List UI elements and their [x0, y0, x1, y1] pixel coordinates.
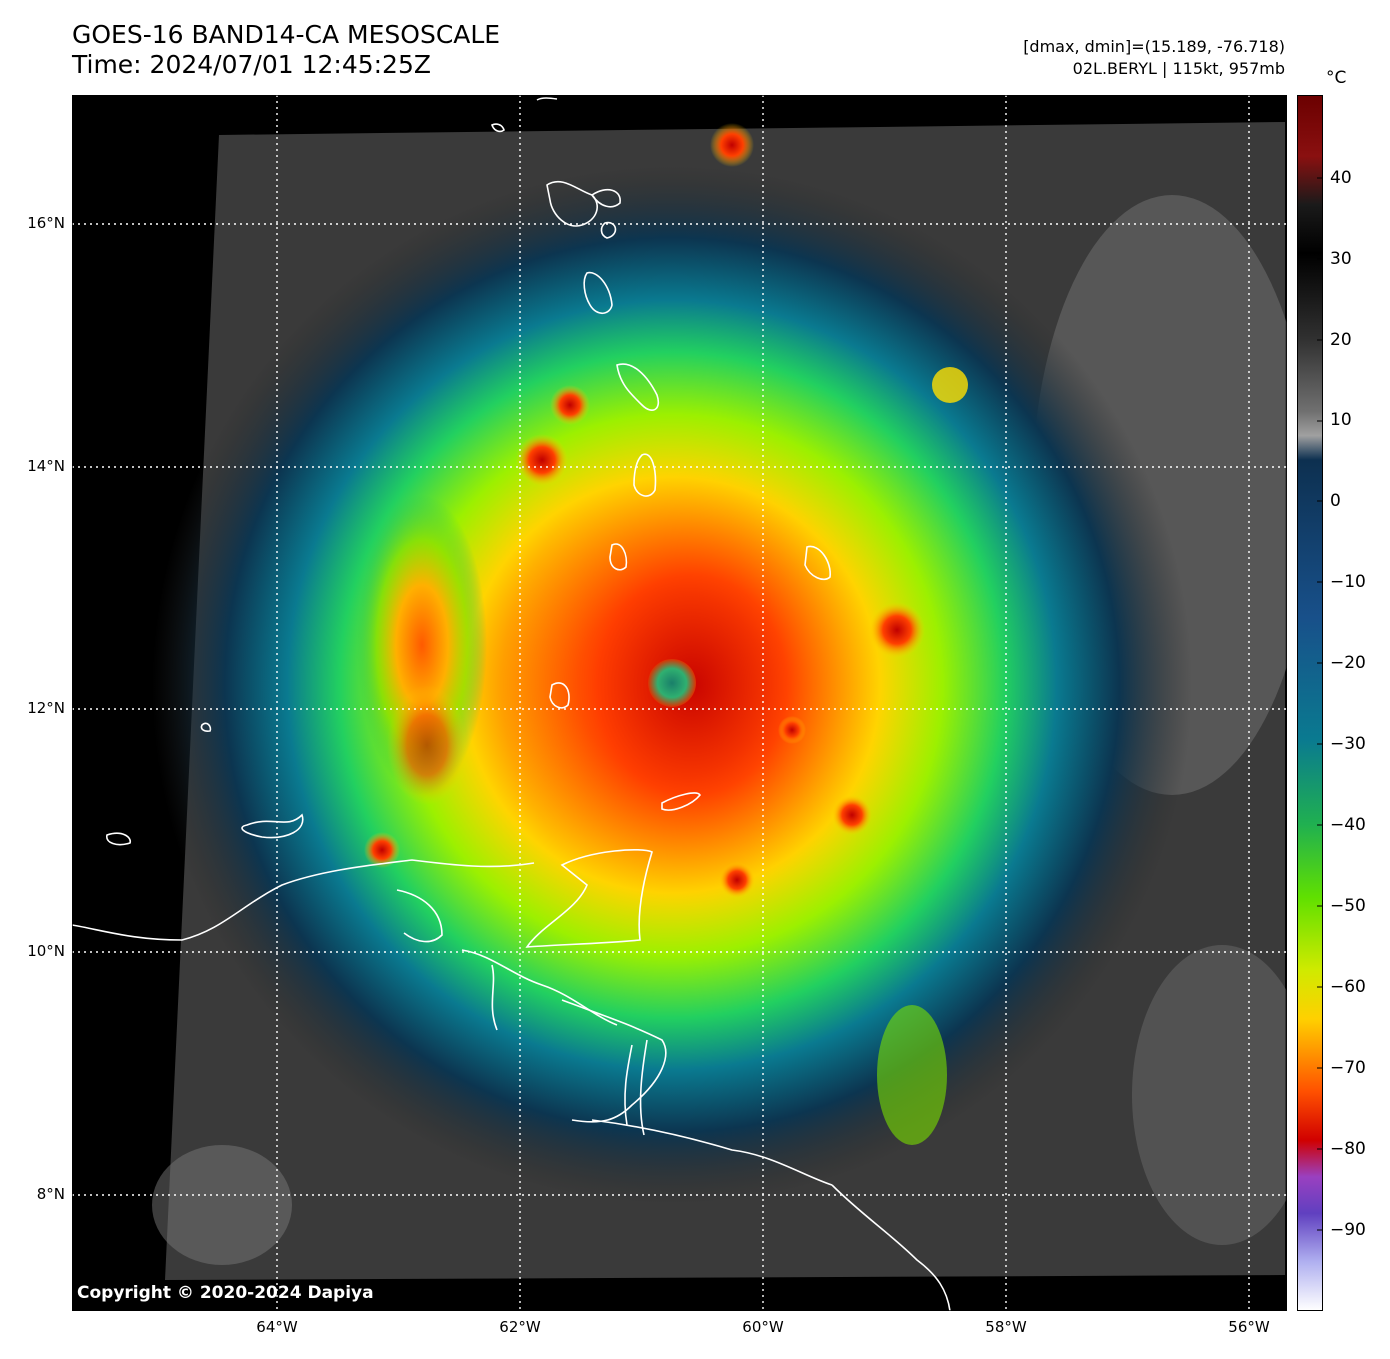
figure-title: GOES-16 BAND14-CA MESOSCALE Time: 2024/0… — [72, 20, 500, 80]
lat-label-16N: 16°N — [27, 214, 65, 232]
lat-label-12N: 12°N — [27, 699, 65, 717]
storm-info: [dmax, dmin]=(15.189, -76.718) 02L.BERYL… — [1023, 36, 1285, 80]
satellite-map — [72, 95, 1287, 1311]
martinique-outline — [616, 363, 660, 411]
guadeloupe-outline — [546, 180, 598, 227]
lat-label-10N: 10°N — [27, 942, 65, 960]
convective-cell — [778, 716, 806, 744]
guyana-coast — [591, 1119, 833, 1186]
convective-cell — [869, 602, 925, 658]
title-line-time: Time: 2024/07/01 12:45:25Z — [72, 50, 431, 79]
info-dmax-dmin: [dmax, dmin]=(15.189, -76.718) — [1023, 37, 1285, 56]
lon-label-56W: 56°W — [1228, 1318, 1270, 1336]
convective-cell — [710, 123, 754, 167]
grenada-outline — [549, 682, 570, 709]
orinoco-delta — [561, 999, 667, 1123]
convective-cell — [516, 434, 568, 486]
lat-label-8N: 8°N — [36, 1185, 65, 1203]
convective-cell — [832, 795, 872, 835]
lon-label-60W: 60°W — [742, 1318, 784, 1336]
colorbar-label-30: 30 — [1330, 249, 1352, 269]
lat-label-14N: 14°N — [27, 457, 65, 475]
trinidad-outline — [525, 848, 653, 948]
saint-lucia-outline — [633, 453, 657, 497]
convective-cell — [550, 385, 590, 425]
colorbar-label-minus20: −20 — [1330, 653, 1366, 673]
saint-vincent-outline — [609, 543, 628, 571]
lon-label-64W: 64°W — [256, 1318, 298, 1336]
colorbar-label-minus30: −30 — [1330, 734, 1366, 754]
venezuela-north-coast — [72, 859, 535, 941]
lon-label-62W: 62°W — [499, 1318, 541, 1336]
copyright-notice: Copyright © 2020-2024 Dapiya — [77, 1283, 374, 1303]
colorbar-label-40: 40 — [1330, 168, 1352, 188]
margarita-outline — [241, 813, 304, 839]
colorbar-label-minus50: −50 — [1330, 896, 1366, 916]
colorbar-label-10: 10 — [1330, 410, 1352, 430]
colorbar-label-minus60: −60 — [1330, 977, 1366, 997]
hurricane-eye — [648, 659, 696, 707]
colorbar-label-20: 20 — [1330, 330, 1352, 350]
colorbar-label-minus90: −90 — [1330, 1220, 1366, 1240]
colorbar-label-0: 0 — [1330, 491, 1341, 511]
tobago-outline — [661, 792, 701, 811]
info-storm-intensity: 02L.BERYL | 115kt, 957mb — [1072, 59, 1285, 78]
blanquilla-outline — [106, 832, 131, 846]
graticule — [72, 95, 1287, 1311]
title-line-product: GOES-16 BAND14-CA MESOSCALE — [72, 20, 501, 49]
lon-label-58W: 58°W — [985, 1318, 1027, 1336]
convective-cell — [719, 862, 755, 898]
colorbar-unit: °C — [1326, 68, 1347, 88]
convective-cell — [364, 832, 400, 868]
barbados-outline — [804, 545, 831, 581]
gulf-of-paria-coast — [461, 949, 618, 1026]
colorbar-label-minus40: −40 — [1330, 815, 1366, 835]
colorbar-label-minus10: −10 — [1330, 572, 1366, 592]
colorbar-label-minus80: −80 — [1330, 1139, 1366, 1159]
colorbar-label-minus70: −70 — [1330, 1058, 1366, 1078]
essequibo-coast — [831, 1184, 951, 1311]
dominica-outline — [583, 271, 613, 315]
temperature-colorbar — [1297, 95, 1323, 1311]
coastlines — [72, 97, 951, 1311]
